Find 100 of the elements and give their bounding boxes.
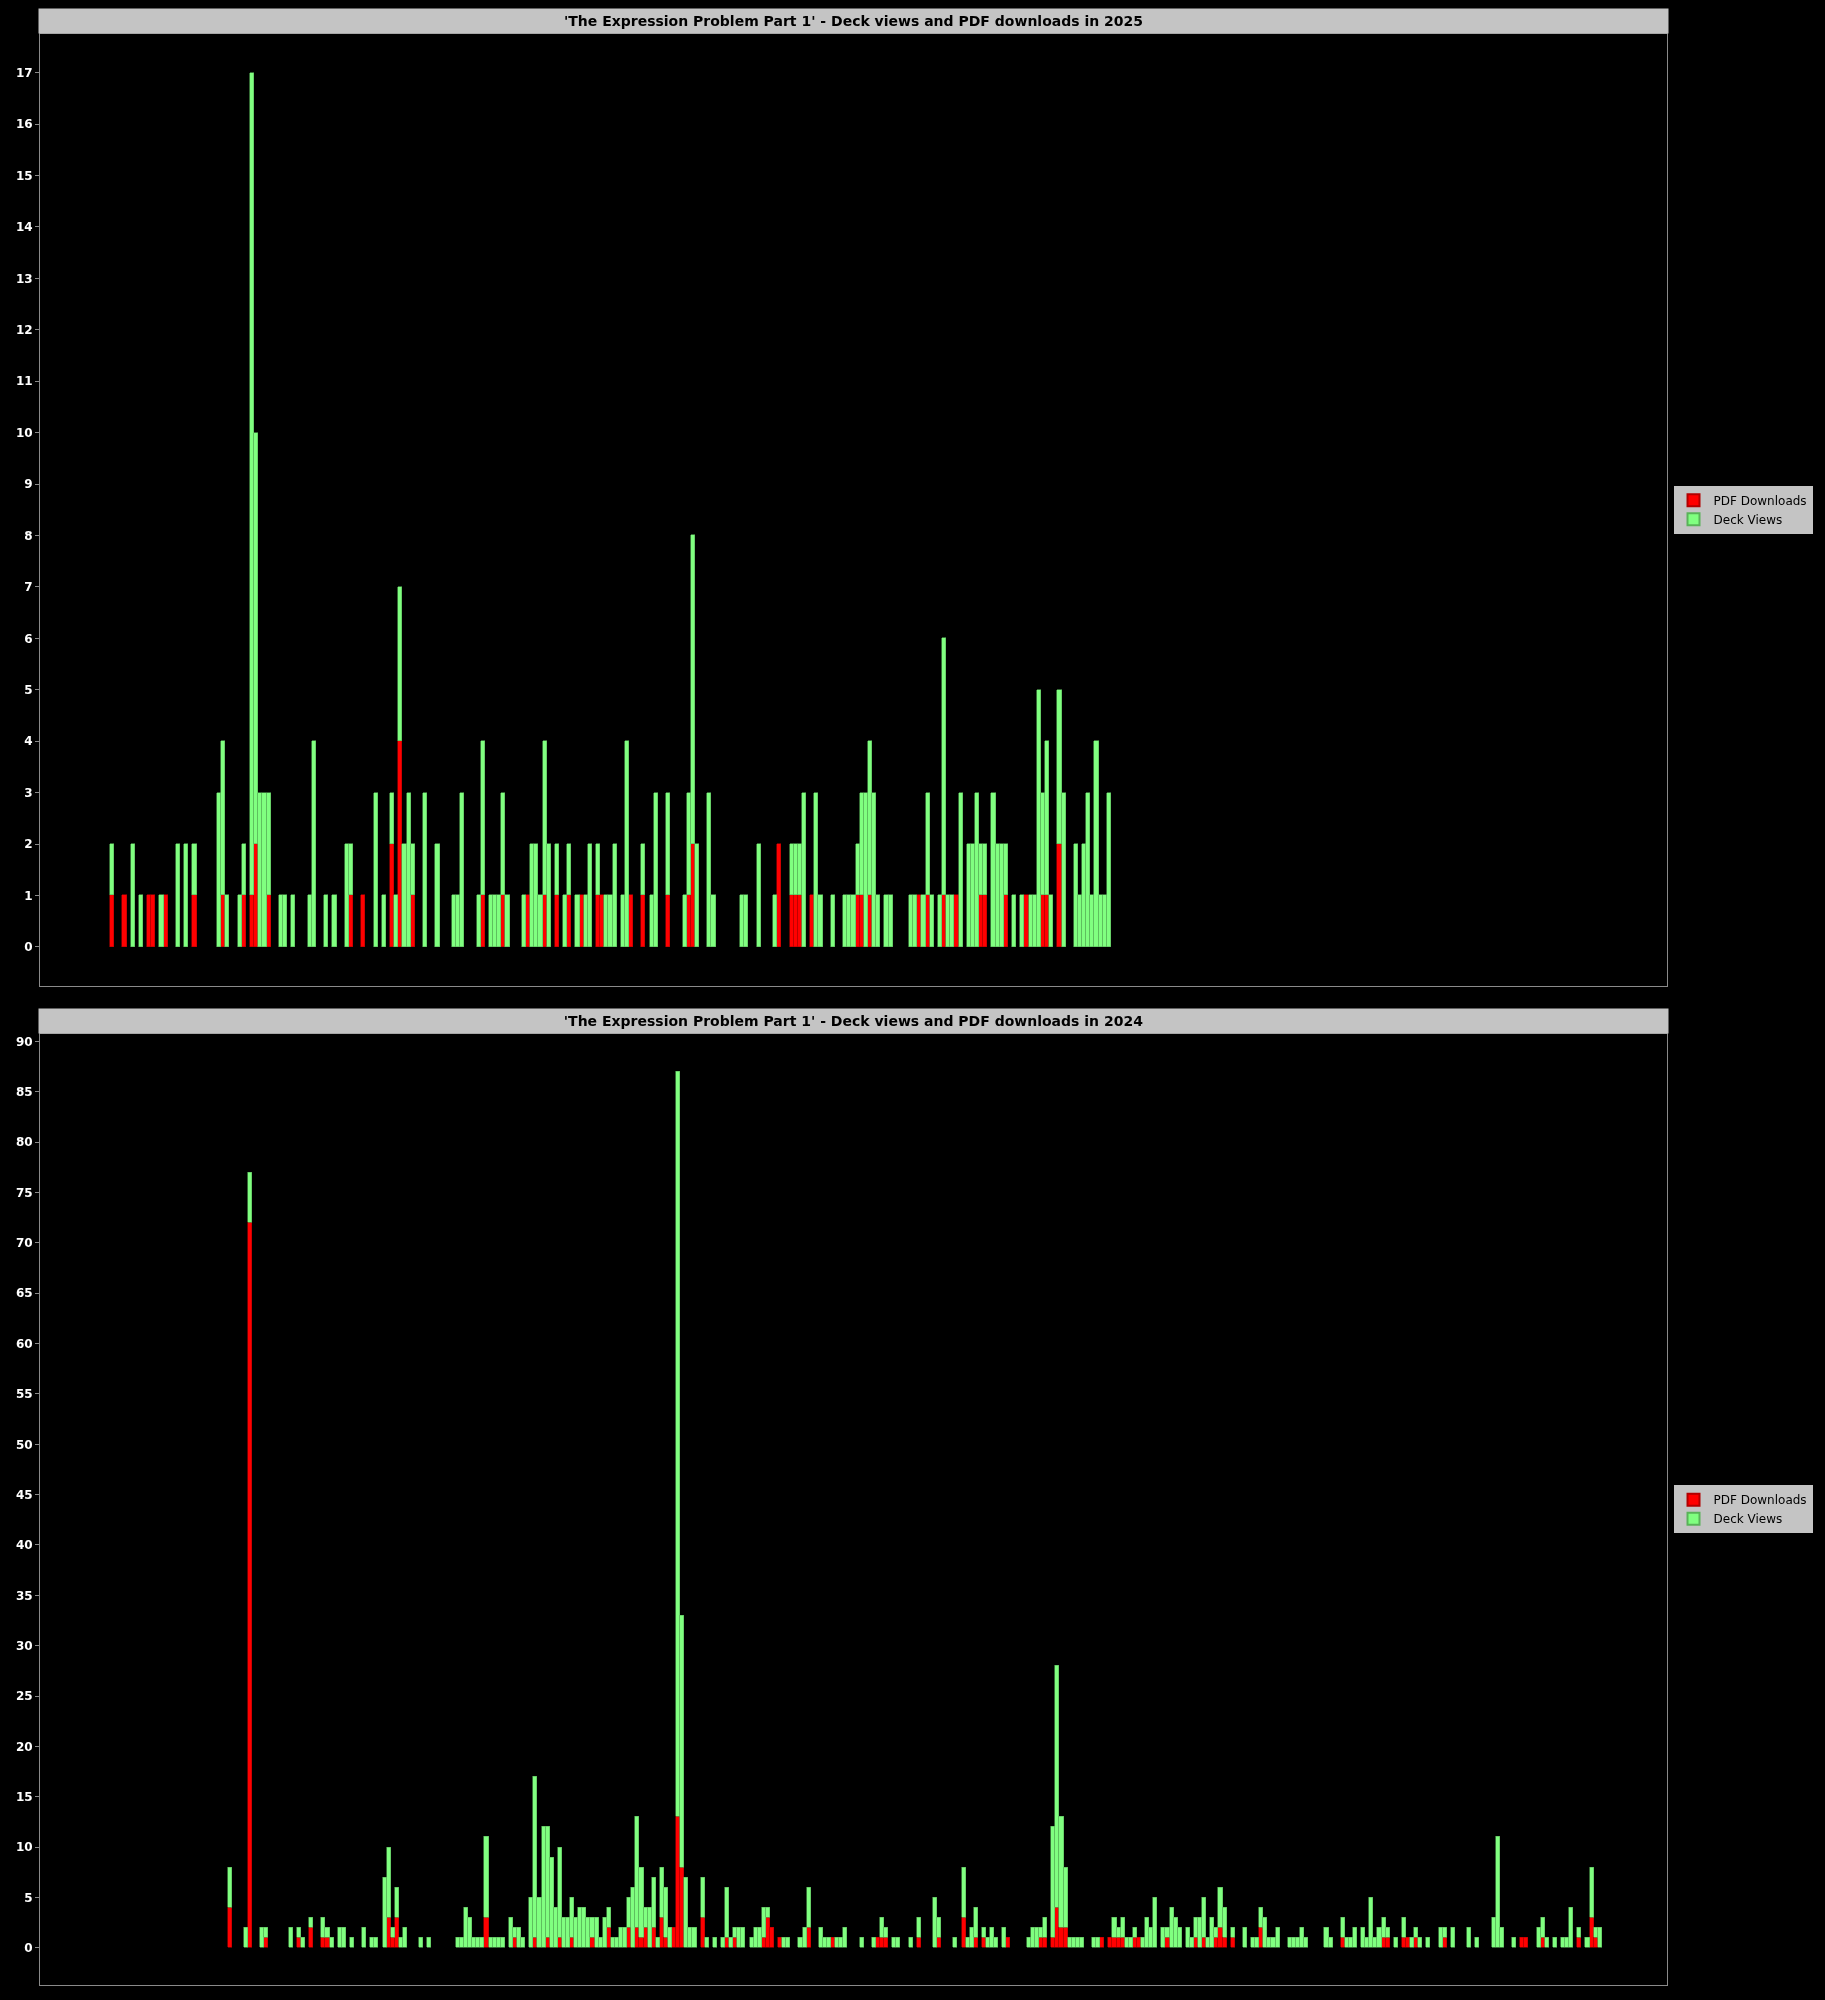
bar bbox=[455, 1936, 460, 1948]
bar bbox=[282, 894, 287, 947]
legend-label: PDF Downloads bbox=[1713, 1493, 1807, 1508]
bar bbox=[475, 1936, 480, 1948]
bar bbox=[381, 894, 386, 947]
bar bbox=[1152, 1896, 1157, 1948]
bar bbox=[1299, 1926, 1304, 1948]
bar bbox=[1438, 1926, 1443, 1948]
bar bbox=[1385, 1936, 1390, 1948]
bar bbox=[247, 1171, 252, 1223]
y-tick-label: 40 bbox=[15, 1538, 33, 1553]
bar bbox=[1466, 1926, 1471, 1948]
bar bbox=[1560, 1936, 1565, 1948]
bar bbox=[516, 1926, 521, 1948]
bar bbox=[916, 1936, 921, 1948]
bar bbox=[640, 894, 645, 947]
bar bbox=[574, 894, 580, 947]
y-tick-label: 15 bbox=[15, 1789, 33, 1804]
y-tick-label: 80 bbox=[15, 1135, 33, 1150]
bar bbox=[191, 843, 197, 895]
bar bbox=[183, 843, 188, 947]
bar bbox=[390, 1926, 395, 1938]
y-tick-label: 6 bbox=[24, 631, 33, 646]
bar bbox=[422, 792, 427, 947]
bar bbox=[989, 1926, 994, 1948]
bar bbox=[932, 1896, 937, 1948]
bar bbox=[912, 894, 917, 947]
bar bbox=[1011, 894, 1016, 947]
bar bbox=[1144, 1916, 1149, 1948]
bar bbox=[554, 894, 559, 947]
y-tick-label: 30 bbox=[15, 1638, 33, 1653]
bar bbox=[1576, 1926, 1581, 1938]
bar bbox=[373, 792, 378, 947]
bar bbox=[777, 1936, 782, 1948]
bar bbox=[344, 843, 349, 947]
bar bbox=[1230, 1936, 1235, 1948]
bar bbox=[859, 1936, 864, 1948]
bar bbox=[999, 843, 1004, 947]
bar bbox=[311, 740, 316, 947]
legend-label: PDF Downloads bbox=[1713, 493, 1807, 508]
bar bbox=[595, 843, 600, 895]
bar bbox=[883, 1936, 888, 1948]
bar bbox=[1034, 1926, 1039, 1948]
bar bbox=[138, 894, 143, 947]
bar bbox=[1230, 1926, 1235, 1938]
y-tick-label: 50 bbox=[15, 1437, 33, 1452]
bar bbox=[1568, 1906, 1573, 1948]
legend-label: Deck Views bbox=[1713, 512, 1783, 527]
bar bbox=[785, 1936, 790, 1948]
bar bbox=[288, 1926, 293, 1948]
y-tick-label: 16 bbox=[15, 117, 33, 132]
bar bbox=[1209, 1916, 1214, 1948]
bar bbox=[1093, 740, 1099, 947]
bar bbox=[554, 843, 559, 895]
y-tick-label: 10 bbox=[15, 1840, 33, 1855]
bar bbox=[958, 792, 963, 947]
bar bbox=[1450, 1926, 1455, 1948]
bar bbox=[1576, 1936, 1581, 1948]
bar bbox=[842, 1926, 847, 1948]
bar bbox=[891, 1936, 896, 1948]
bar bbox=[740, 1926, 745, 1948]
bar bbox=[508, 1916, 513, 1948]
bar bbox=[655, 1936, 660, 1948]
bar bbox=[1136, 1936, 1141, 1948]
bar bbox=[683, 1876, 688, 1948]
bar bbox=[397, 586, 402, 741]
bar bbox=[772, 894, 777, 947]
bar bbox=[1067, 1936, 1072, 1948]
legend-label: Deck Views bbox=[1713, 1512, 1783, 1527]
bar bbox=[1360, 1926, 1365, 1948]
bar bbox=[1323, 1926, 1329, 1948]
bar bbox=[1552, 1936, 1557, 1948]
bar bbox=[776, 843, 781, 947]
bar bbox=[418, 1936, 423, 1948]
bar bbox=[624, 740, 629, 947]
y-tick-label: 11 bbox=[15, 374, 33, 389]
bar bbox=[1185, 1926, 1190, 1948]
y-tick-label: 1 bbox=[24, 888, 33, 903]
bar bbox=[916, 1916, 921, 1938]
y-tick-label: 25 bbox=[15, 1689, 33, 1704]
bar bbox=[150, 894, 155, 947]
y-tick-label: 60 bbox=[15, 1336, 33, 1351]
bar bbox=[369, 1936, 374, 1948]
bar bbox=[393, 894, 398, 947]
bar bbox=[982, 894, 987, 947]
bar bbox=[974, 792, 979, 947]
bar bbox=[1005, 1936, 1010, 1948]
bar bbox=[1071, 1936, 1076, 1948]
chart-title: 'The Expression Problem Part 1' - Deck views and PDF downloads in 2024 bbox=[563, 1013, 1144, 1029]
bar bbox=[1511, 1936, 1516, 1948]
bar bbox=[961, 1866, 966, 1918]
bar bbox=[1495, 1835, 1500, 1948]
bar bbox=[587, 843, 592, 947]
y-tick-label: 17 bbox=[15, 65, 33, 80]
bar bbox=[834, 1936, 839, 1948]
y-tick-label: 4 bbox=[24, 734, 33, 749]
y-tick-label: 90 bbox=[15, 1034, 33, 1049]
bar bbox=[389, 843, 394, 947]
y-tick-label: 5 bbox=[24, 682, 33, 697]
bar bbox=[397, 740, 402, 947]
